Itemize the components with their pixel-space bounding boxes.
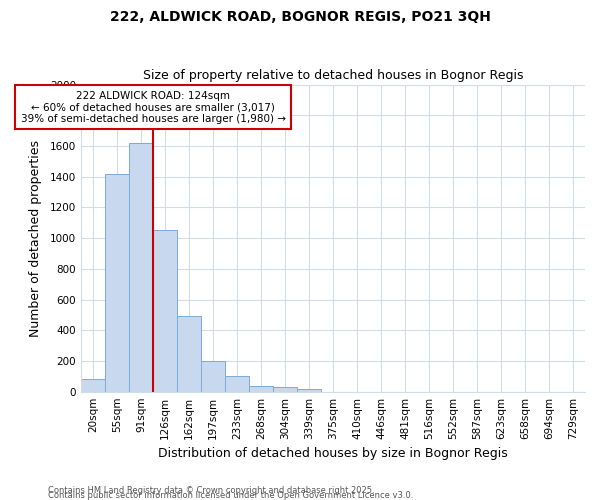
Bar	[129, 143, 153, 392]
Title: Size of property relative to detached houses in Bognor Regis: Size of property relative to detached ho…	[143, 69, 523, 82]
Text: 222, ALDWICK ROAD, BOGNOR REGIS, PO21 3QH: 222, ALDWICK ROAD, BOGNOR REGIS, PO21 3Q…	[110, 10, 490, 24]
Bar	[297, 388, 321, 392]
Bar	[225, 376, 249, 392]
Text: Contains public sector information licensed under the Open Government Licence v3: Contains public sector information licen…	[48, 491, 413, 500]
Bar	[273, 387, 297, 392]
Bar	[81, 380, 105, 392]
Bar	[105, 174, 129, 392]
X-axis label: Distribution of detached houses by size in Bognor Regis: Distribution of detached houses by size …	[158, 447, 508, 460]
Bar	[177, 316, 201, 392]
Bar	[249, 386, 273, 392]
Bar	[201, 361, 225, 392]
Text: Contains HM Land Registry data © Crown copyright and database right 2025.: Contains HM Land Registry data © Crown c…	[48, 486, 374, 495]
Text: 222 ALDWICK ROAD: 124sqm
← 60% of detached houses are smaller (3,017)
39% of sem: 222 ALDWICK ROAD: 124sqm ← 60% of detach…	[20, 90, 286, 124]
Y-axis label: Number of detached properties: Number of detached properties	[29, 140, 41, 336]
Bar	[153, 230, 177, 392]
